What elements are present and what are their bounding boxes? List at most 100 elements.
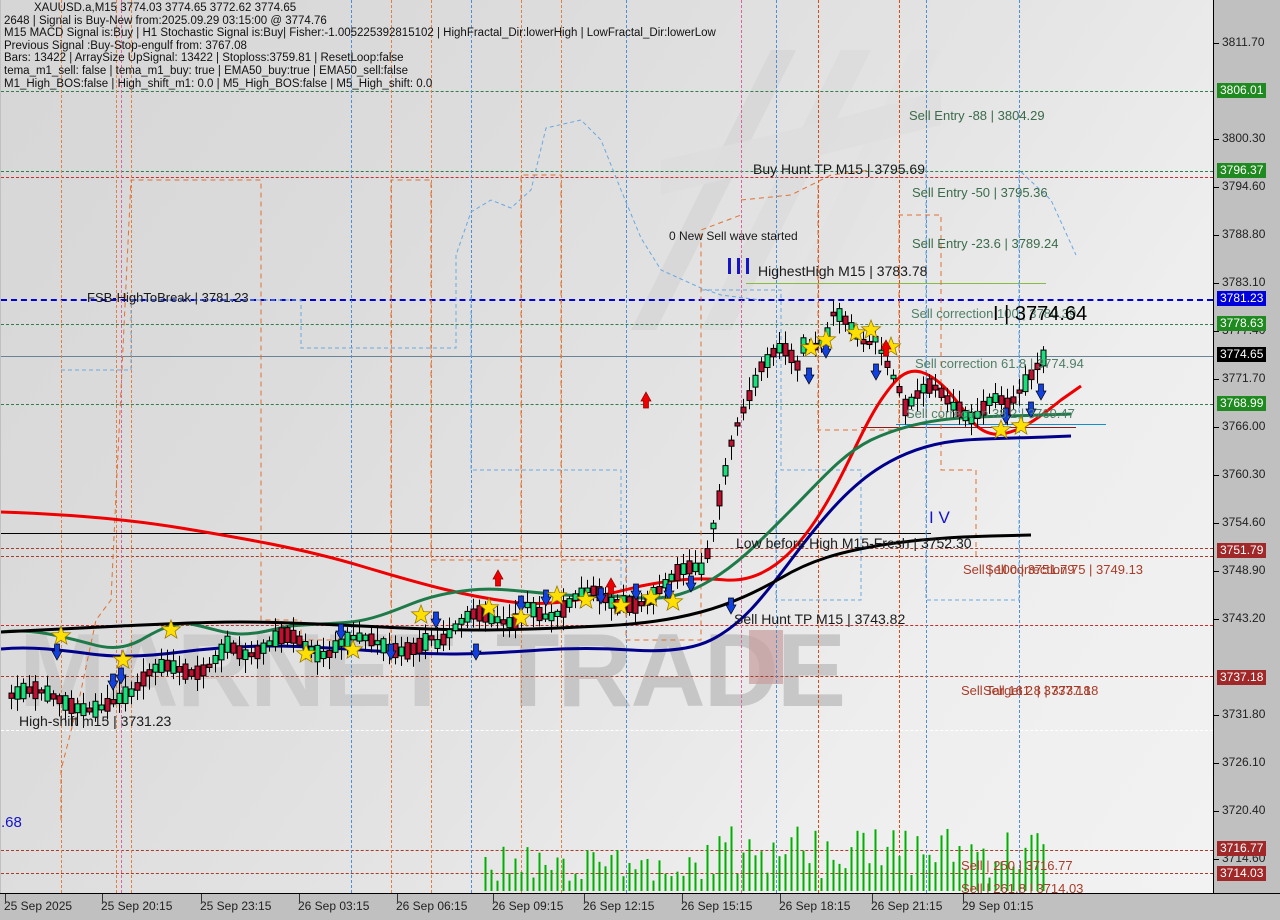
annotation-fsb-high-to-break: FSB-HighToBreak | 3781.23: [87, 290, 249, 305]
vline-orange-8: [818, 0, 819, 893]
buy-arrow-icon: [595, 587, 607, 605]
price-badge[interactable]: 3768.99: [1217, 396, 1267, 411]
price-tick: [1214, 571, 1219, 572]
price-tick: [1214, 235, 1219, 236]
star-marker-icon: [662, 590, 684, 612]
price-tick: [1214, 379, 1219, 380]
star-marker-icon: [845, 321, 867, 343]
buy-arrow-icon: [430, 611, 442, 629]
sell-arrow-icon: [880, 339, 892, 357]
level-line-3774.94: [1, 356, 1213, 357]
price-label: 3766.00: [1222, 419, 1266, 433]
buy-arrow-icon: [115, 667, 127, 685]
time-tick: [201, 894, 202, 902]
star-marker-icon: [575, 588, 597, 610]
price-tick: [1214, 811, 1219, 812]
time-tick: [780, 894, 781, 902]
vline-session-pink-2: [121, 0, 122, 893]
star-marker-icon: [815, 328, 837, 350]
star-marker-icon: [160, 618, 182, 640]
level-line-3752.30: [1, 533, 931, 534]
annotation-sell-correction-382: Sell correction 38.2 | 3769.47: [906, 406, 1075, 421]
price-badge[interactable]: 3781.23: [1217, 291, 1267, 306]
price-badge[interactable]: 3774.65: [1217, 347, 1267, 362]
buy-signal-arrows: [51, 341, 1047, 691]
vline-orange-9: [899, 0, 900, 893]
price-badge[interactable]: 3716.77: [1217, 841, 1267, 856]
buy-arrow-icon: [335, 623, 347, 641]
time-label: 26 Sep 18:15: [779, 899, 851, 913]
price-badge[interactable]: 3796.37: [1217, 163, 1267, 178]
buy-arrow-icon: [1025, 401, 1037, 419]
chart-overlay: [1, 119, 1082, 891]
time-label: 25 Sep 23:15: [200, 899, 272, 913]
price-label: 3794.60: [1222, 179, 1266, 193]
buy-arrow-icon: [51, 643, 63, 661]
volume-histogram: [484, 826, 1045, 891]
price-label: 3748.90: [1222, 563, 1266, 577]
level-line-3731.23: [1, 730, 1213, 731]
vline-session-pink: [741, 0, 742, 893]
price-label: 3783.10: [1222, 275, 1266, 289]
time-label: 26 Sep 12:15: [583, 899, 655, 913]
level-line-3751.79: [1, 548, 1213, 549]
level-line-3795.36: [1, 177, 1213, 178]
time-tick: [963, 894, 964, 902]
star-marker-icon: [410, 603, 432, 625]
time-label: 26 Sep 21:15: [871, 899, 943, 913]
chart-plot-area[interactable]: MARNET TRADE: [1, 0, 1213, 893]
annotation-wave-iv-marker: I V: [929, 508, 950, 527]
price-tick: [1214, 187, 1219, 188]
price-tick: [1214, 763, 1219, 764]
buy-arrow-icon: [725, 597, 737, 615]
buy-arrow-icon: [803, 367, 815, 385]
annotation-sell-correction-618: Sell correction 61.8 | 3774.94: [915, 356, 1084, 371]
price-badge[interactable]: 3778.63: [1217, 316, 1267, 331]
price-label: 3788.80: [1222, 227, 1266, 241]
ma-blue: [1, 434, 1072, 658]
time-tick: [299, 894, 300, 902]
level-line-3796.37: [1, 171, 1213, 172]
price-label: 3731.80: [1222, 707, 1266, 721]
level-line-3737.18: [1, 676, 1213, 677]
info-line-3: Previous Signal :Buy-Stop-engulf from: 3…: [4, 39, 247, 52]
annotation-sell-250: Sell | 250 | 3716.77: [961, 858, 1073, 873]
price-badge[interactable]: 3806.01: [1217, 83, 1267, 98]
price-tick: [1214, 715, 1219, 716]
price-label: 3800.30: [1222, 131, 1266, 145]
time-label: 26 Sep 03:15: [298, 899, 370, 913]
price-tick: [1214, 43, 1219, 44]
star-marker-icon: [990, 418, 1012, 440]
star-marker-icon: [342, 638, 364, 660]
price-tick: [1214, 475, 1219, 476]
time-axis[interactable]: 25 Sep 2025 25 Sep 20:15 25 Sep 23:15 26 Se…: [0, 893, 1280, 920]
star-marker-icon: [295, 642, 317, 664]
time-label: 26 Sep 15:15: [681, 899, 753, 913]
level-line-3716.77: [1, 850, 1213, 851]
time-tick: [682, 894, 683, 902]
buy-arrow-icon: [1035, 383, 1047, 401]
annotation-new-sell-wave: 0 New Sell wave started: [669, 229, 798, 243]
highest-high-line: [746, 283, 1046, 284]
vline-orange-6: [521, 0, 522, 893]
price-badge[interactable]: 3751.79: [1217, 543, 1267, 558]
level-line-3714.03: [1, 873, 1213, 874]
annotation-sell-entry-88: Sell Entry -88 | 3804.29: [909, 108, 1045, 123]
price-badge[interactable]: 3737.18: [1217, 670, 1267, 685]
buy-arrow-icon: [107, 673, 119, 691]
vline-blue-3: [776, 0, 777, 893]
annotation-sell-hunt-tp-m15: Sell Hunt TP M15 | 3743.82: [734, 611, 906, 627]
price-label: 3811.70: [1222, 35, 1265, 49]
info-line-5: tema_m1_sell: false | tema_m1_buy: true …: [4, 64, 408, 77]
info-line-0: XAUUSD.a,M15 3774.03 3774.65 3772.62 377…: [34, 2, 297, 14]
time-tick: [397, 894, 398, 902]
vline-orange-2: [116, 0, 117, 893]
star-marker-icon: [510, 606, 532, 628]
annotation-volume-left-label: .68: [1, 814, 22, 831]
price-label: 3760.30: [1222, 467, 1266, 481]
time-tick: [493, 894, 494, 902]
price-badge[interactable]: 3714.03: [1217, 866, 1267, 881]
price-axis[interactable]: 3811.703800.303794.603788.803783.103777.…: [1213, 0, 1280, 893]
price-tick: [1214, 523, 1219, 524]
